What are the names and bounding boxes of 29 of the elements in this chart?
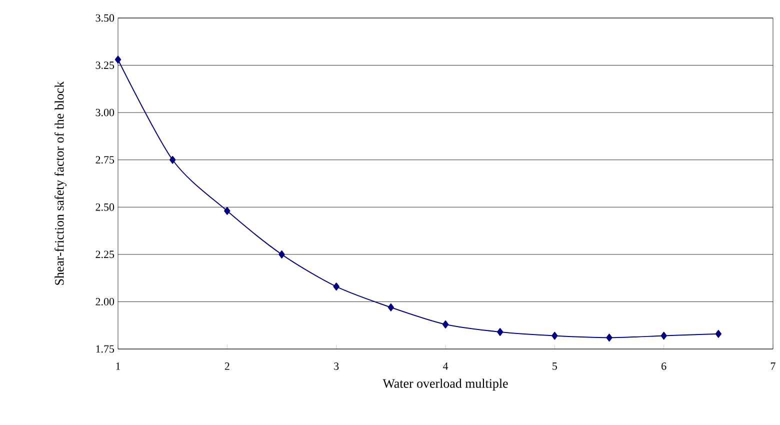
y-tick-label: 2.00 <box>96 298 114 306</box>
y-tick-label: 3.25 <box>96 62 114 69</box>
x-tick-label: 2 <box>224 362 230 370</box>
x-tick-label: 6 <box>662 362 666 370</box>
y-tick-label: 3.00 <box>96 108 114 116</box>
y-tick-label: 2.75 <box>96 156 114 164</box>
x-tick-label: 1 <box>116 362 120 370</box>
x-tick-label: 5 <box>552 362 557 370</box>
point <box>552 332 558 340</box>
point <box>114 56 122 64</box>
point <box>333 282 340 291</box>
point <box>496 328 504 336</box>
y-tick-label: 2.25 <box>96 250 114 258</box>
y-tick-label: 1.75 <box>96 345 114 353</box>
point <box>224 206 230 215</box>
point <box>388 303 394 312</box>
point <box>278 250 285 258</box>
point <box>606 334 612 342</box>
y-tick-label: 2.50 <box>96 203 114 211</box>
x-tick-label: 7 <box>770 362 776 370</box>
point <box>715 330 722 338</box>
point <box>169 156 176 164</box>
y-tick-label: 3.50 <box>96 14 114 22</box>
point <box>442 320 449 328</box>
point <box>660 332 667 340</box>
x-tick-label: 3 <box>334 362 339 370</box>
x-tick-label: 4 <box>442 362 448 370</box>
x-axis-title: Water overload multiple <box>382 378 508 390</box>
y-axis-title: Shear-friction safety factor of the block <box>54 81 66 285</box>
